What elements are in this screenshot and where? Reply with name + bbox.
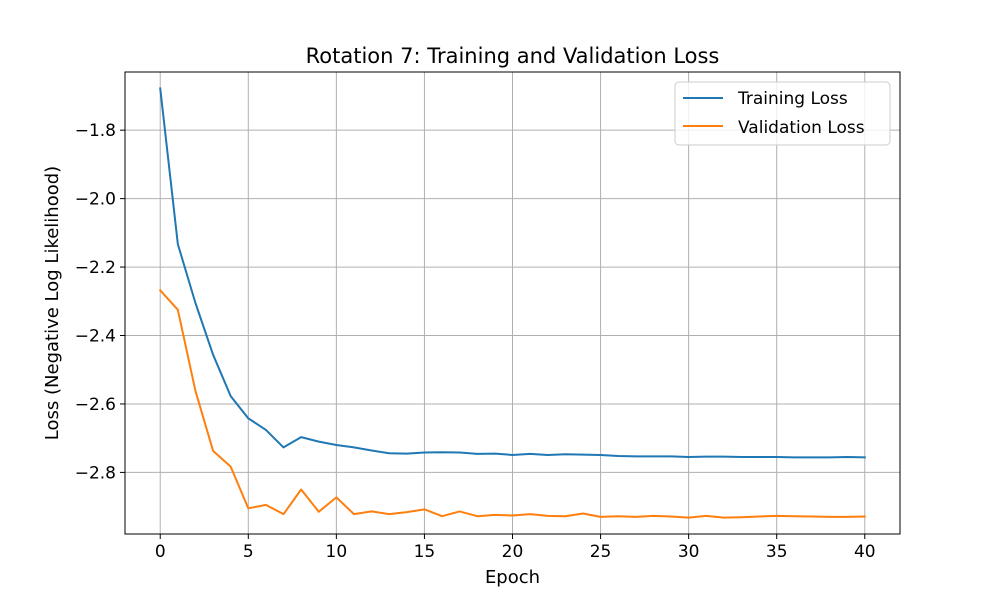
y-axis-label: Loss (Negative Log Likelihood) [42,166,63,440]
x-tick-label: 30 [678,542,700,562]
legend-label-training: Training Loss [737,89,848,109]
y-tick-label: −2.2 [75,258,116,278]
chart-title: Rotation 7: Training and Validation Loss [306,44,720,68]
legend: Training Loss Validation Loss [674,81,891,146]
y-tick-label: −2.4 [75,327,116,347]
x-tick-label: 0 [155,542,166,562]
x-tick-label: 5 [243,542,254,562]
legend-label-validation: Validation Loss [738,118,865,138]
x-axis-ticks: 0 5 10 15 20 25 30 35 40 [155,534,876,562]
y-tick-label: −2.8 [75,463,116,483]
series-lines [158,87,866,519]
x-axis-label: Epoch [485,567,540,588]
x-tick-label: 25 [590,542,612,562]
x-tick-label: 20 [502,542,524,562]
x-tick-label: 35 [766,542,788,562]
y-tick-label: −1.8 [75,121,116,141]
x-tick-label: 40 [854,542,876,562]
y-tick-label: −2.0 [75,190,116,210]
y-tick-label: −2.6 [75,395,116,415]
x-tick-label: 10 [326,542,348,562]
validation-loss-line [158,288,866,519]
y-axis-ticks: −1.8 −2.0 −2.2 −2.4 −2.6 −2.8 [75,121,125,483]
training-loss-line [159,87,866,459]
x-tick-label: 15 [414,542,436,562]
legend-box [674,81,891,146]
